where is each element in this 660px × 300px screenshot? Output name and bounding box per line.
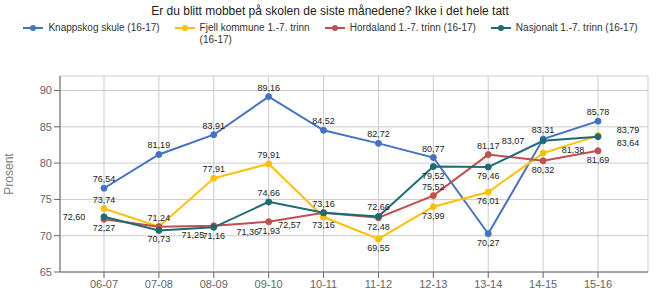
svg-text:85,78: 85,78 — [587, 107, 610, 117]
svg-text:80,77: 80,77 — [422, 144, 445, 154]
svg-text:82,72: 82,72 — [367, 129, 390, 139]
html-text:Er du blitt mobbet på skolen d: Er du blitt mobbet på skolen de siste må… — [151, 4, 509, 18]
html-text:Knappskog skule (16-17): Knappskog skule (16-17) — [48, 22, 160, 33]
svg-text:06-07: 06-07 — [90, 278, 118, 290]
svg-text:85: 85 — [40, 121, 52, 133]
svg-text:70,27: 70,27 — [477, 238, 500, 248]
svg-text:81,69: 81,69 — [587, 155, 610, 165]
svg-text:83,31: 83,31 — [532, 125, 555, 135]
svg-text:73,74: 73,74 — [93, 195, 116, 205]
svg-text:81,38: 81,38 — [562, 145, 585, 155]
svg-text:Prosent: Prosent — [8, 153, 16, 195]
svg-text:71,93: 71,93 — [257, 226, 280, 236]
svg-text:71,16: 71,16 — [203, 231, 226, 241]
svg-text:08-09: 08-09 — [200, 278, 228, 290]
svg-text:83,07: 83,07 — [502, 136, 525, 146]
svg-text:79,91: 79,91 — [257, 150, 280, 160]
svg-text:09-10: 09-10 — [255, 278, 283, 290]
svg-text:73,16: 73,16 — [312, 199, 335, 209]
svg-text:72,60: 72,60 — [63, 212, 86, 222]
svg-text:72,48: 72,48 — [367, 222, 390, 232]
svg-text:70: 70 — [40, 230, 52, 242]
svg-text:90: 90 — [40, 84, 52, 96]
svg-text:65: 65 — [40, 266, 52, 278]
svg-text:76,54: 76,54 — [93, 174, 116, 184]
svg-text:83,79: 83,79 — [617, 125, 640, 135]
svg-text:73,16: 73,16 — [312, 220, 335, 230]
svg-text:71,24: 71,24 — [148, 213, 171, 223]
html-text:Nasjonalt 1.-7. trinn (16-17): Nasjonalt 1.-7. trinn (16-17) — [515, 22, 638, 33]
svg-text:75,52: 75,52 — [422, 182, 445, 192]
svg-text:74,66: 74,66 — [257, 188, 280, 198]
svg-text:71,25: 71,25 — [182, 230, 205, 240]
html-text:Fjell kommune 1.-7. trinn (16-: Fjell kommune 1.-7. trinn (16-17) — [199, 22, 310, 45]
svg-text:11-12: 11-12 — [365, 278, 392, 290]
svg-text:72,66: 72,66 — [367, 202, 390, 212]
svg-text:73,99: 73,99 — [422, 211, 445, 221]
svg-text:12-13: 12-13 — [419, 278, 447, 290]
svg-text:76,01: 76,01 — [477, 196, 500, 206]
svg-text:72,57: 72,57 — [278, 220, 301, 230]
svg-text:75: 75 — [40, 193, 52, 205]
svg-text:79,52: 79,52 — [422, 171, 445, 181]
svg-text:69,55: 69,55 — [367, 243, 390, 253]
svg-text:15-16: 15-16 — [584, 278, 612, 290]
svg-text:84,52: 84,52 — [312, 116, 335, 126]
svg-text:89,16: 89,16 — [257, 83, 280, 93]
svg-text:70,73: 70,73 — [148, 234, 171, 244]
svg-text:83,64: 83,64 — [617, 138, 640, 148]
svg-text:80,32: 80,32 — [532, 165, 555, 175]
svg-text:72,27: 72,27 — [93, 223, 116, 233]
html-text:Hordaland 1.-7. trinn (16-17): Hordaland 1.-7. trinn (16-17) — [349, 22, 476, 33]
svg-text:77,91: 77,91 — [203, 164, 226, 174]
svg-text:10-11: 10-11 — [310, 278, 337, 290]
svg-text:14-15: 14-15 — [529, 278, 557, 290]
svg-text:80: 80 — [40, 157, 52, 169]
svg-text:07-08: 07-08 — [145, 278, 173, 290]
svg-text:79,46: 79,46 — [477, 171, 500, 181]
svg-text:81,17: 81,17 — [477, 141, 500, 151]
svg-text:71,36: 71,36 — [237, 227, 260, 237]
svg-text:83,91: 83,91 — [203, 121, 226, 131]
svg-text:81,19: 81,19 — [148, 140, 171, 150]
svg-text:13-14: 13-14 — [474, 278, 502, 290]
